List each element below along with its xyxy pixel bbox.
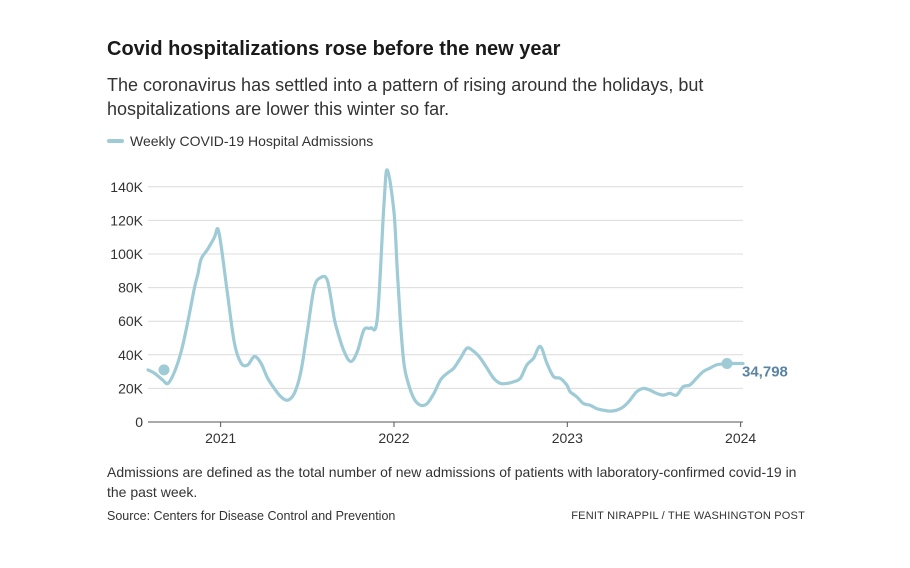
y-tick-label: 60K (118, 313, 144, 329)
x-tick-label: 2024 (725, 430, 756, 446)
line-chart: 0 20K 40K 60K 80K 100K 120K 140K 2021 2022 2023 202… (110, 168, 788, 446)
chart-title: Covid hospitalizations rose before the n… (107, 38, 561, 60)
y-tick-label: 140K (110, 179, 143, 195)
credit-text: FENIT NIRAPPIL / THE WASHINGTON POST (571, 510, 805, 522)
y-tick-label: 0 (135, 414, 143, 430)
x-tick-label: 2023 (552, 430, 583, 446)
y-tick-label: 20K (118, 380, 144, 396)
x-tick-label: 2021 (205, 430, 236, 446)
legend-swatch (107, 139, 124, 143)
source-text: Source: Centers for Disease Control and … (107, 509, 396, 523)
footnote: Admissions are defined as the total numb… (107, 464, 797, 500)
end-value-label: 34,798 (742, 364, 788, 381)
y-tick-label: 40K (118, 347, 144, 363)
legend: Weekly COVID-19 Hospital Admissions (107, 133, 373, 149)
y-tick-label: 80K (118, 280, 144, 296)
series-line-hospital-admissions (146, 168, 745, 413)
x-tick-label: 2022 (378, 430, 409, 446)
y-tick-label: 100K (110, 246, 143, 262)
start-point-marker (158, 364, 170, 376)
y-tick-label: 120K (110, 212, 143, 228)
legend-label: Weekly COVID-19 Hospital Admissions (130, 133, 374, 149)
chart-subtitle: The coronavirus has settled into a patte… (107, 75, 704, 119)
end-point-marker (721, 358, 733, 370)
